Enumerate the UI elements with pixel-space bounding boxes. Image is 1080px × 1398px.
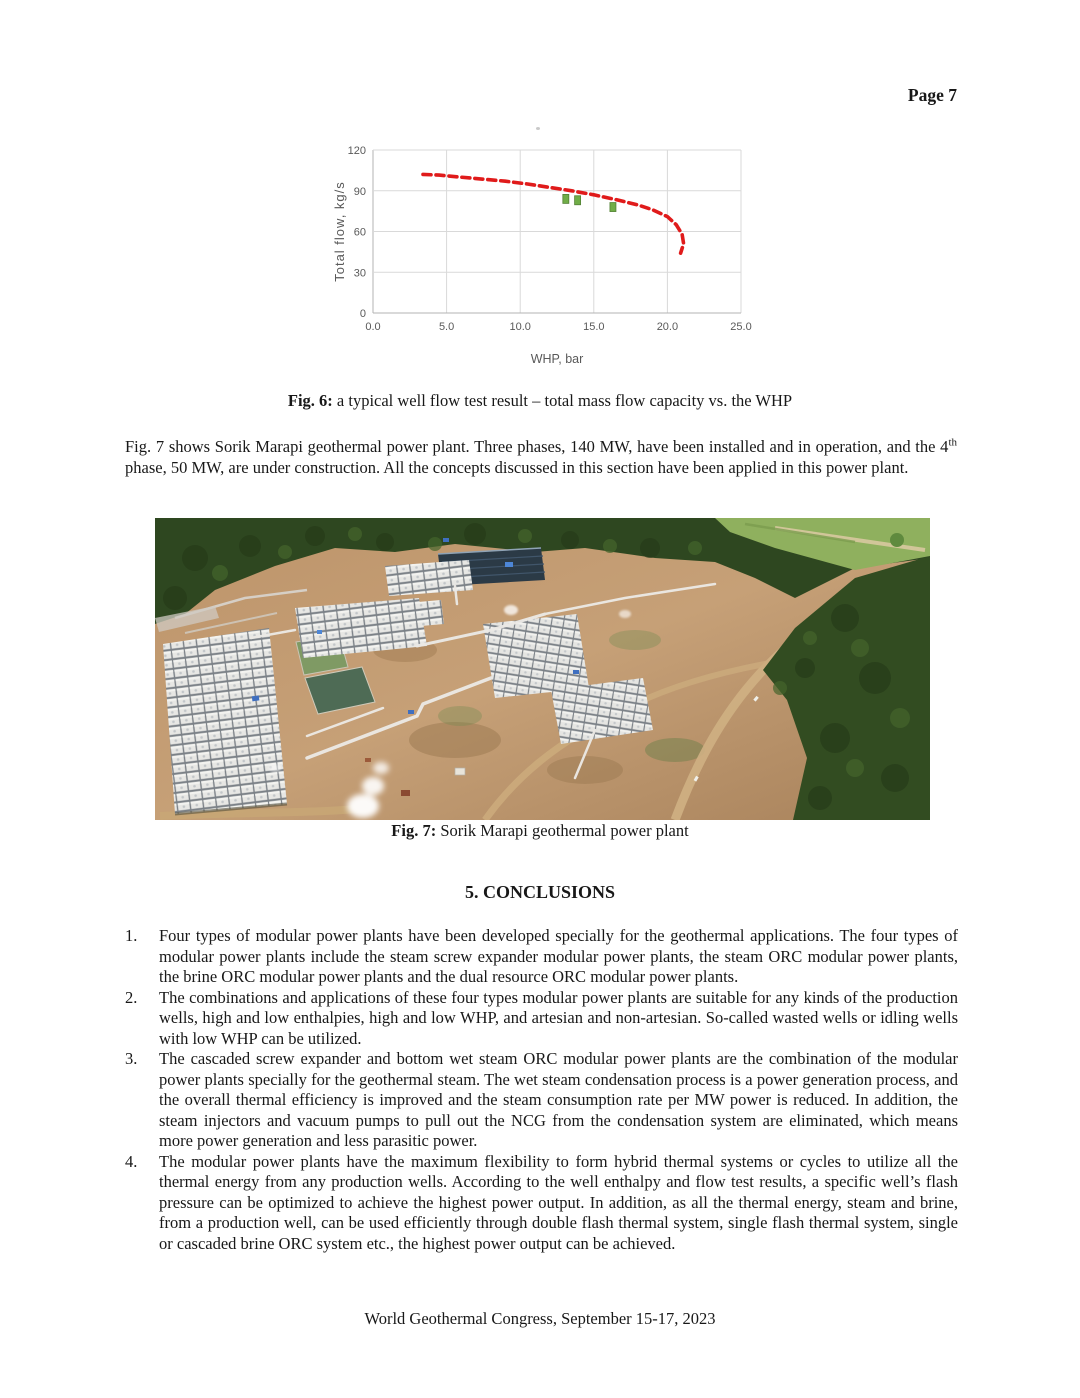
flow-test-marker (574, 195, 582, 206)
figure6-chart: 0.0 5.0 10.0 15.0 20.0 25.0 0 30 60 90 120 Total fl… (331, 128, 777, 370)
list-item: 2. The combinations and applications of … (125, 988, 958, 1050)
y-tick-label: 60 (354, 227, 366, 239)
x-tick-label: 10.0 (509, 321, 530, 333)
plant-aerial-photo (155, 518, 930, 820)
y-tick-label: 90 (354, 186, 366, 198)
list-item: 3. The cascaded screw expander and botto… (125, 1049, 958, 1152)
footer-conference-line: World Geothermal Congress, September 15-… (364, 1309, 716, 1328)
figure7-caption-text: Sorik Marapi geothermal power plant (436, 821, 689, 840)
list-item-text: The cascaded screw expander and bottom w… (159, 1049, 958, 1150)
y-axis-label: Total flow, kg/s (332, 181, 347, 282)
list-item-number: 1. (125, 926, 138, 945)
list-item-text: Four types of modular power plants have … (159, 926, 958, 986)
plant-aerial-photo-canvas (155, 518, 930, 820)
y-tick-label: 30 (354, 267, 366, 279)
x-tick-label: 0.0 (365, 321, 380, 333)
list-item-number: 3. (125, 1049, 138, 1068)
y-tick-label: 0 (360, 308, 366, 320)
list-item-number: 4. (125, 1151, 138, 1171)
list-item-text: The modular power plants have the maximu… (159, 1151, 958, 1253)
flow-test-marker (609, 202, 617, 212)
page-number: Page 7 (907, 85, 957, 105)
x-tick-label: 5.0 (439, 321, 454, 333)
x-axis-label: WHP, bar (531, 352, 584, 366)
x-tick-label: 25.0 (730, 321, 751, 333)
deliverability-curve (421, 172, 686, 255)
flow-test-marker (562, 194, 570, 204)
conclusions-heading: 5. CONCLUSIONS (464, 882, 616, 902)
intro-paragraph: Fig. 7 shows Sorik Marapi geothermal pow… (125, 436, 957, 478)
y-tick-label: 120 (348, 145, 366, 157)
figure7-caption: Fig. 7: Sorik Marapi geothermal power pl… (0, 821, 1080, 841)
figure6-caption: Fig. 6: a typical well flow test result … (0, 391, 1080, 411)
scan-speck (536, 127, 540, 130)
x-tick-label: 20.0 (657, 321, 678, 333)
conclusions-list: 1. Four types of modular power plants ha… (125, 926, 958, 1254)
x-tick-label: 15.0 (583, 321, 604, 333)
intro-paragraph-part1: Fig. 7 shows Sorik Marapi geothermal pow… (125, 437, 949, 456)
list-item: 4. The modular power plants have the max… (125, 1152, 958, 1255)
intro-paragraph-part2: phase, 50 MW, are under construction. Al… (125, 458, 909, 477)
figure7-caption-label: Fig. 7: (391, 821, 437, 840)
figure6-caption-text: a typical well flow test result – total … (332, 391, 793, 410)
figure6-caption-label: Fig. 6: (287, 391, 333, 410)
list-item-text: The combinations and applications of the… (159, 987, 958, 1048)
list-item: 1. Four types of modular power plants ha… (125, 926, 958, 988)
flow-test-chart-canvas: 0.0 5.0 10.0 15.0 20.0 25.0 0 30 60 90 120 Total fl… (332, 145, 752, 366)
list-item-number: 2. (125, 987, 138, 1007)
ordinal-superscript: th (948, 436, 957, 449)
